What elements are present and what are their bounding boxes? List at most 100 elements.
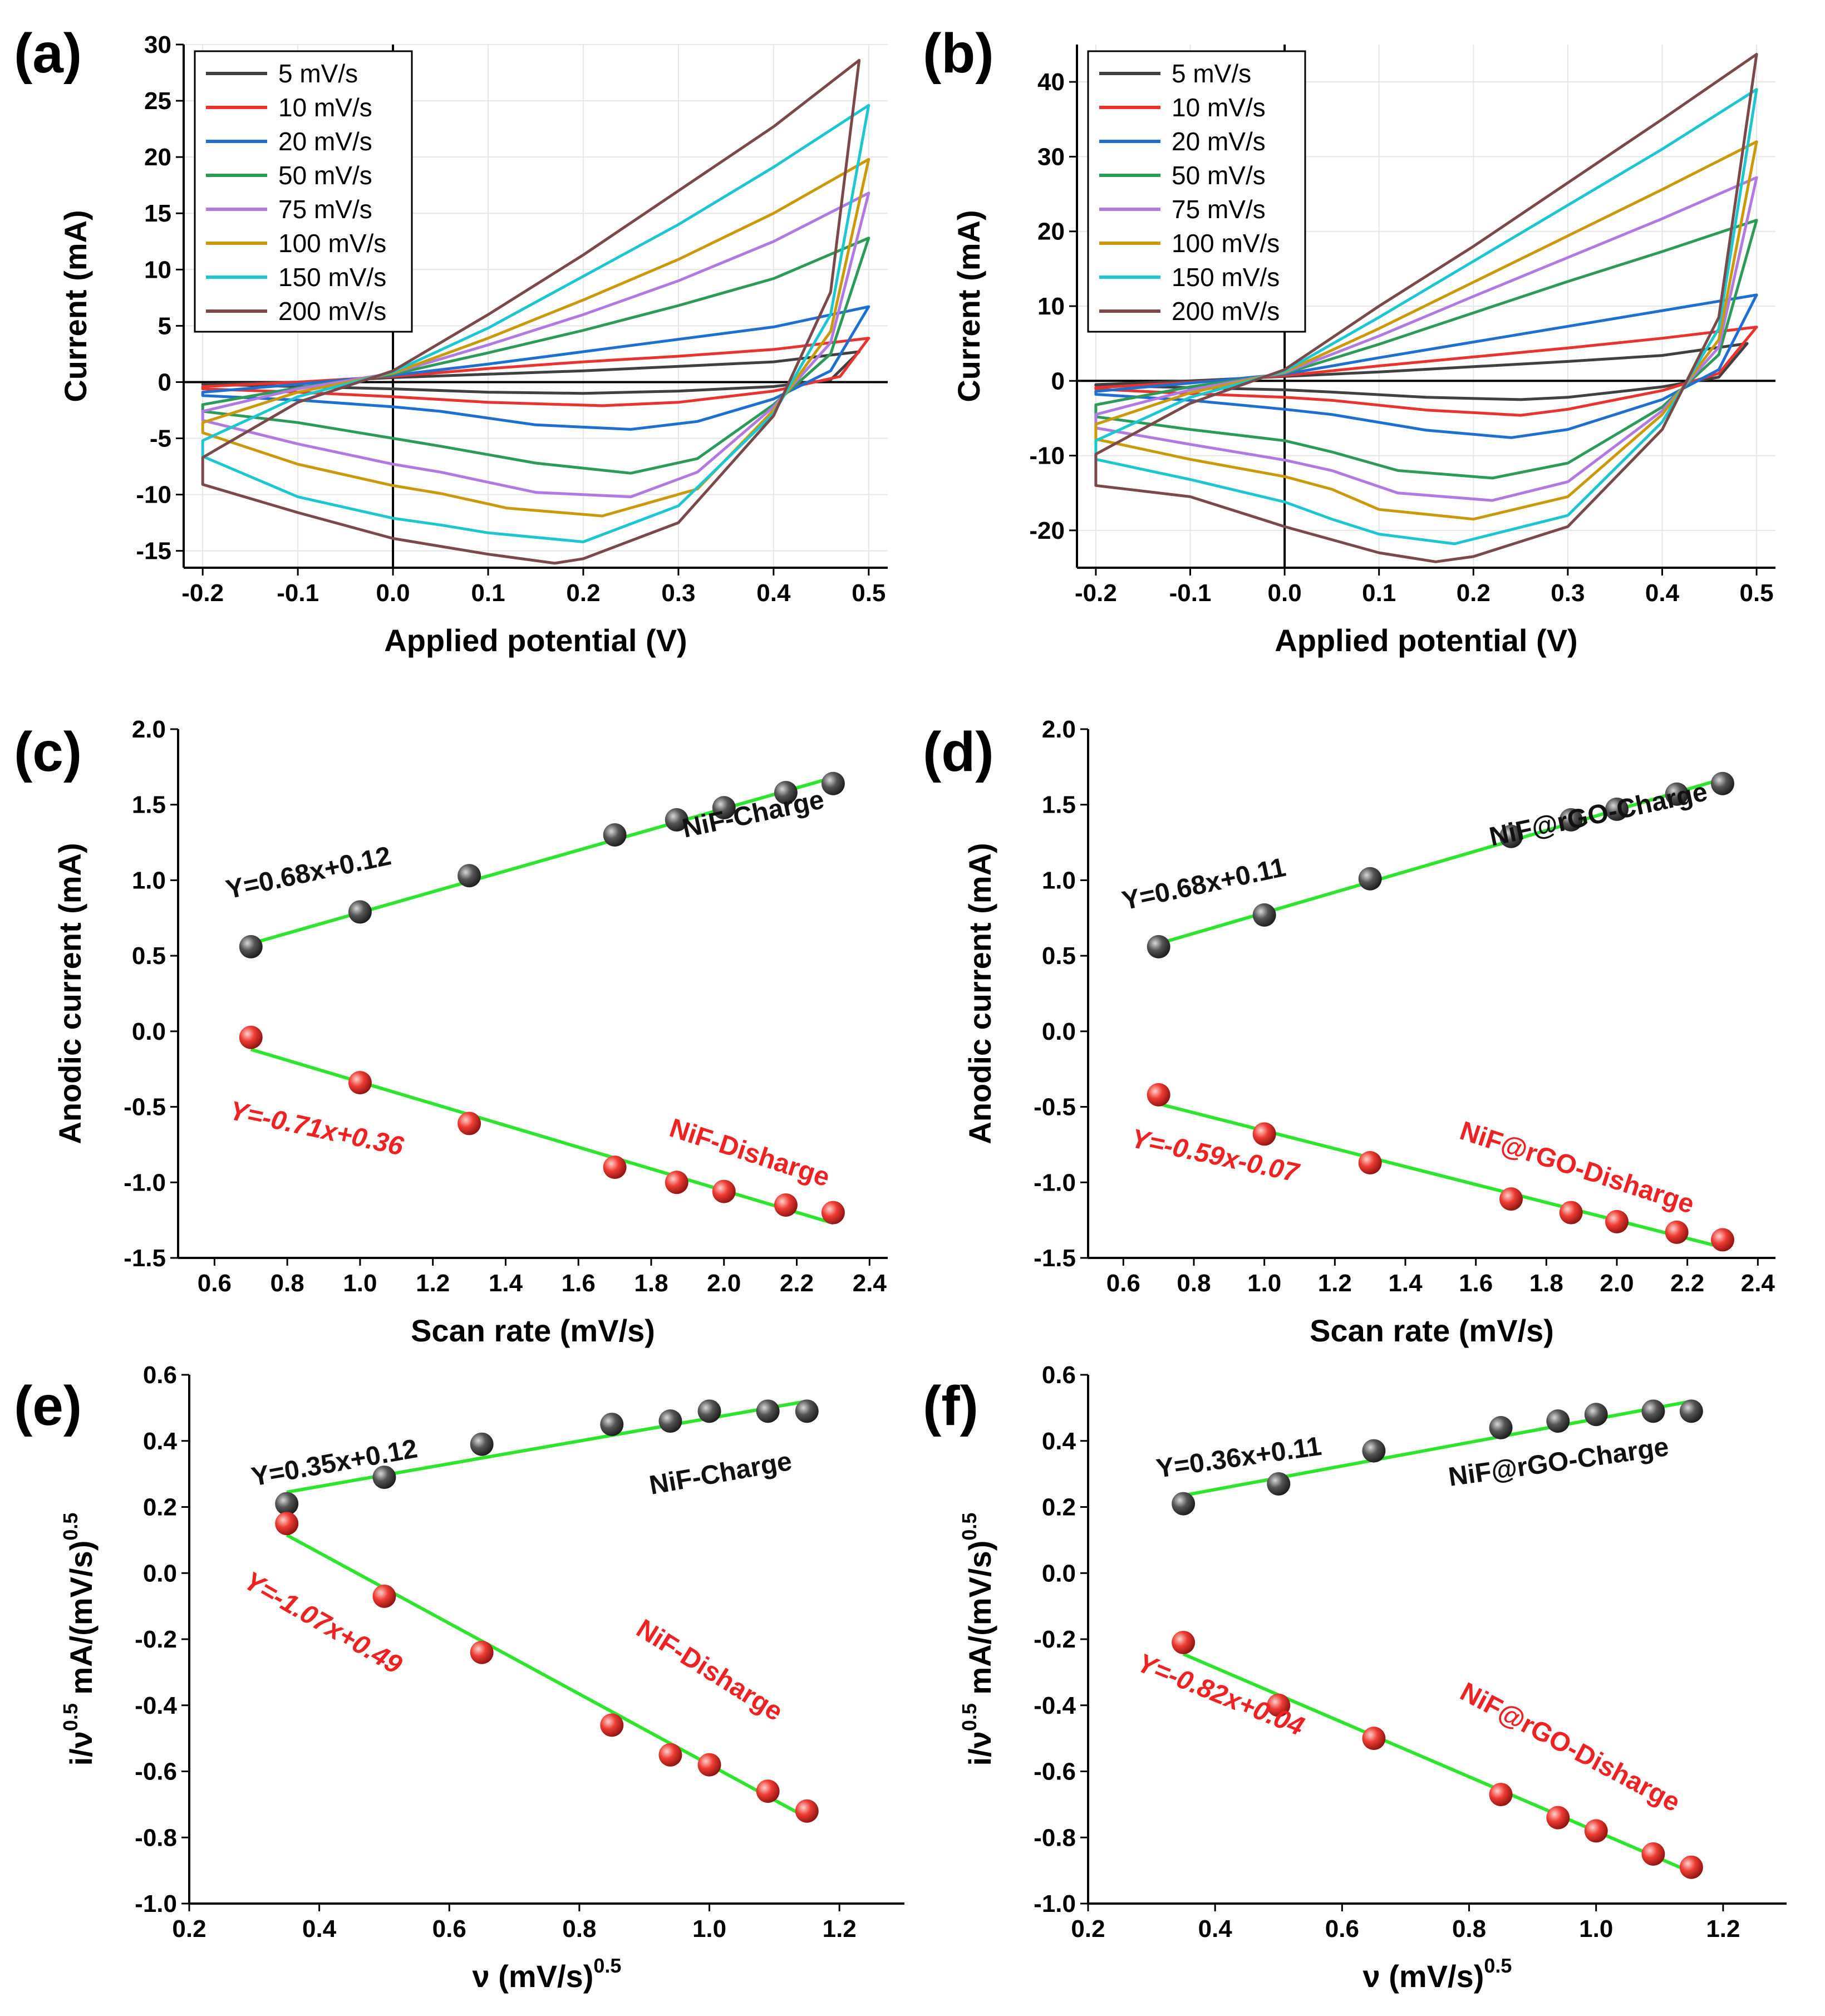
y-tick-label: -0.2	[135, 1626, 177, 1653]
y-tick-label: -15	[136, 538, 171, 565]
fit-line-discharge	[1158, 1102, 1723, 1249]
panel-letter-b: (b)	[923, 22, 994, 85]
panel-letter-c: (c)	[14, 721, 82, 783]
y-tick-label: 25	[144, 87, 171, 115]
fit-line-charge	[250, 775, 834, 946]
data-point-charge	[774, 781, 798, 804]
x-tick-label: 0.2	[172, 1915, 206, 1943]
y-tick-label: 0.5	[132, 942, 166, 970]
legend-label: 5 mV/s	[278, 59, 358, 88]
legend-label: 75 mV/s	[1172, 195, 1266, 224]
x-axis-label: Scan rate (mV/s)	[1310, 1313, 1554, 1348]
series-label-discharge: NiF-Disharge	[631, 1614, 788, 1727]
data-point-charge	[1358, 867, 1382, 891]
cv-curve-200-mV-s	[1094, 53, 1758, 563]
x-tick-label: 2.4	[1741, 1270, 1775, 1297]
cv-curve-200-mV-s	[201, 58, 861, 565]
y-tick-label: -0.6	[135, 1758, 177, 1786]
x-tick-label: 1.6	[1459, 1270, 1493, 1297]
x-tick-label: 0.4	[1645, 579, 1680, 607]
y-tick-label: 0	[1051, 367, 1065, 395]
y-tick-label: 1.5	[132, 791, 166, 819]
y-tick-label: 0.4	[1042, 1428, 1076, 1455]
panel-b: (b) -0.2 -0.1 0.0 0.1 0.2 0.3 0.4 0.5 -20 -10 0 10 20…	[923, 22, 1775, 658]
data-point-discharge	[1267, 1693, 1291, 1717]
x-tick-label: 0.3	[1551, 579, 1585, 607]
cv-curve-75-mV-s	[201, 191, 870, 499]
data-point-discharge	[1605, 1209, 1629, 1233]
panel-letter-d: (d)	[923, 721, 994, 783]
y-tick-label: 1.5	[1042, 791, 1076, 819]
y-tick-label: 30	[1037, 143, 1065, 170]
y-tick-label: 0.2	[1042, 1494, 1076, 1521]
x-tick-label: 0.5	[1739, 579, 1773, 607]
x-tick-label: 0.8	[1452, 1915, 1486, 1943]
y-tick-label: 2.0	[132, 716, 166, 743]
y-axis-label: i/ν0.5 mA/(mV/s)0.5	[59, 1513, 99, 1766]
panel-a: (a) -0.2 -0.1 0.0 0.1 0.2 0.3 0.4 0.5 -15 -10 -5 0 5 1…	[14, 22, 888, 658]
legend-label: 50 mV/s	[278, 161, 372, 190]
cv-curve-150-mV-s	[201, 104, 870, 543]
data-point-charge	[1679, 1399, 1703, 1423]
x-tick-label: 0.8	[1177, 1270, 1211, 1297]
x-tick-label: 0.6	[198, 1270, 232, 1297]
panel-d: (d) 0.6 0.8 1.0 1.2 1.4 1.6 1.8 2.0 2.2 2.4 -1.5 -1.…	[923, 716, 1775, 1348]
legend-label: 20 mV/s	[1172, 127, 1266, 156]
x-tick-label: 0.2	[1457, 579, 1491, 607]
y-tick-label: -5	[150, 425, 171, 453]
y-tick-label: 20	[1037, 218, 1065, 245]
y-tick-label: 5	[158, 312, 171, 340]
panel-c: (c) 0.6 0.8 1.0 1.2 1.4 1.6 1.8 2.0 2.2 2.4 -1.5 -1.…	[14, 716, 888, 1348]
data-point-discharge	[795, 1799, 819, 1823]
data-point-discharge	[239, 1025, 263, 1049]
fit-equation-charge: Y=0.36x+0.11	[1154, 1432, 1323, 1484]
y-tick-label: -0.4	[135, 1692, 177, 1719]
data-point-charge	[600, 1413, 624, 1437]
y-tick-label: 0.4	[143, 1428, 178, 1455]
legend-label: 150 mV/s	[278, 263, 386, 292]
y-tick-label: -1.0	[1034, 1169, 1076, 1196]
series-label-charge: NiF-Charge	[647, 1447, 794, 1501]
y-tick-label: 30	[144, 31, 171, 58]
y-tick-label: 0.0	[1042, 1560, 1076, 1587]
data-point-discharge	[275, 1512, 299, 1536]
x-tick-label: 1.0	[692, 1915, 726, 1943]
legend-label: 100 mV/s	[278, 229, 386, 258]
y-axis-label-mid: mA/(mV/s)	[63, 1541, 99, 1704]
x-tick-label: 1.2	[823, 1915, 857, 1943]
legend-label: 10 mV/s	[278, 93, 372, 122]
y-tick-label: 0.2	[143, 1494, 177, 1521]
y-tick-label: -0.2	[1034, 1626, 1076, 1653]
data-point-discharge	[470, 1640, 494, 1664]
legend-a: 5 mV/s 10 mV/s 20 mV/s 50 mV/s 75 mV/s 100 mV…	[194, 50, 413, 333]
data-point-charge	[1546, 1409, 1570, 1433]
y-tick-label: 2.0	[1042, 716, 1076, 743]
y-tick-label: -20	[1029, 517, 1065, 544]
legend-box	[1087, 50, 1306, 333]
cv-curve-50-mV-s	[201, 237, 870, 475]
data-point-discharge	[658, 1743, 682, 1767]
data-point-charge	[665, 808, 688, 832]
data-point-discharge	[1358, 1151, 1382, 1174]
data-point-charge	[1605, 797, 1629, 821]
y-axis-label-sup: 0.5	[958, 1703, 981, 1731]
y-tick-label: 0.6	[143, 1361, 177, 1389]
x-tick-label: -0.2	[1075, 579, 1117, 607]
x-tick-label: 0.8	[562, 1915, 596, 1943]
data-point-charge	[458, 864, 481, 888]
legend-label: 5 mV/s	[1172, 59, 1251, 88]
data-point-charge	[1559, 808, 1583, 832]
data-point-discharge	[665, 1171, 688, 1194]
data-point-charge	[1362, 1439, 1386, 1463]
x-tick-label: 0.2	[1071, 1915, 1105, 1943]
data-point-charge	[1665, 782, 1689, 806]
y-axis-label-mid: mA/(mV/s)	[962, 1541, 997, 1704]
y-axis-label: Current (mA)	[58, 210, 93, 402]
x-tick-label: 0.4	[302, 1915, 337, 1943]
data-point-discharge	[1559, 1201, 1583, 1225]
data-point-charge	[348, 900, 372, 924]
x-tick-label: 1.0	[1579, 1915, 1613, 1943]
x-tick-label: 2.0	[707, 1270, 741, 1297]
data-point-charge	[372, 1466, 396, 1489]
